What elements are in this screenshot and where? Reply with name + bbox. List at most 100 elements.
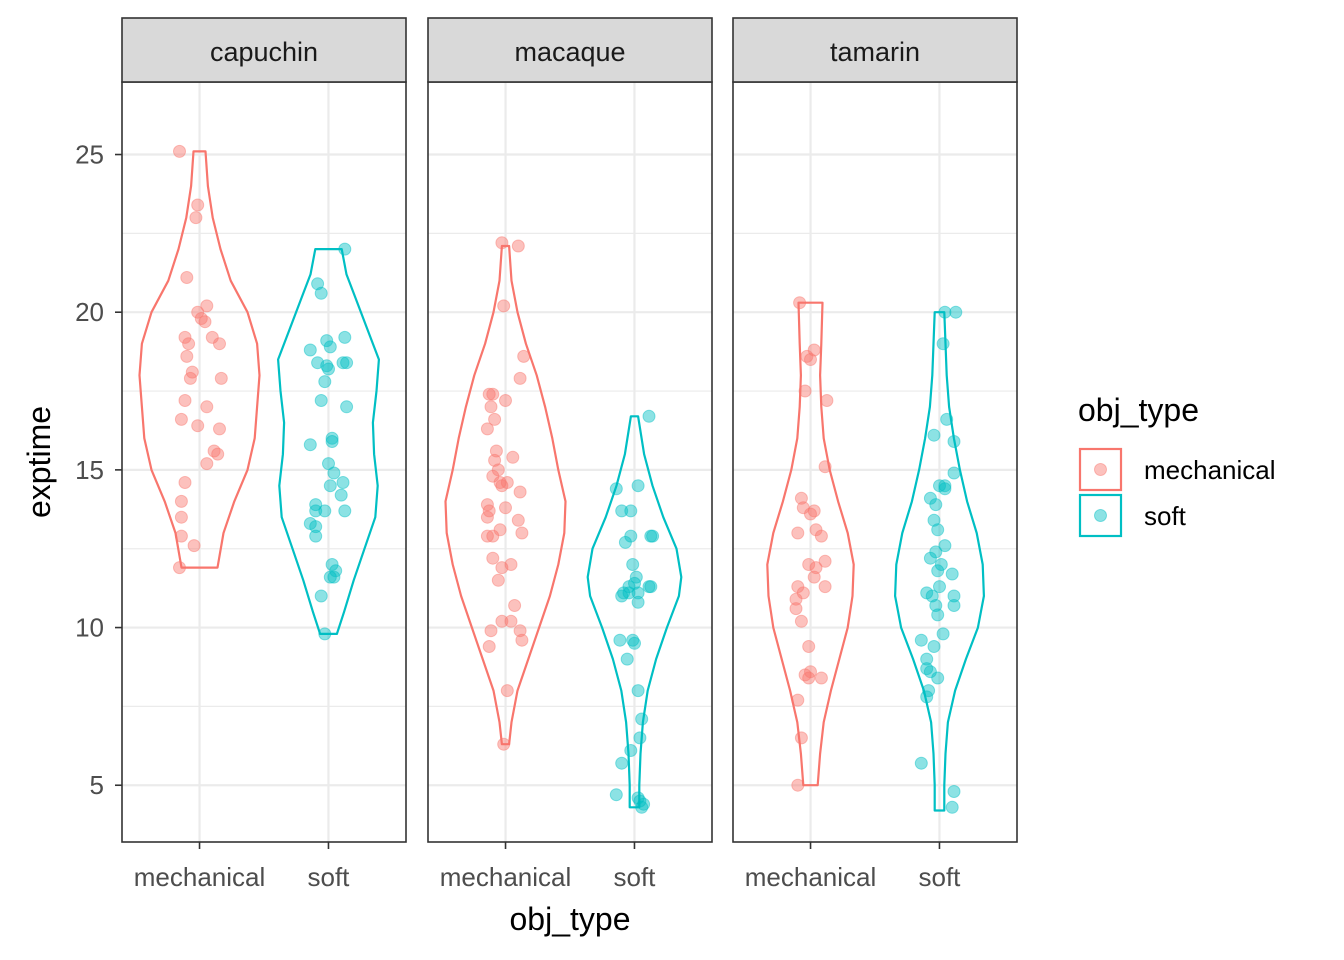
data-point [929, 599, 943, 612]
data-point [323, 479, 337, 493]
facet-strip [427, 17, 713, 83]
data-point [796, 501, 810, 515]
data-point [626, 558, 640, 571]
data-point [323, 340, 337, 354]
data-point [482, 387, 496, 401]
data-point [789, 602, 803, 616]
facet-label: macaque [514, 37, 625, 67]
legend-entry-mechanical: mechanical [1078, 447, 1276, 492]
data-point [794, 491, 808, 505]
facet-macaque: macaque mechanical soft [427, 17, 713, 892]
x-tick-label: soft [919, 862, 962, 892]
data-point [927, 640, 941, 653]
data-point [185, 365, 199, 379]
data-point [515, 526, 529, 540]
data-point [318, 627, 332, 641]
data-point [482, 504, 496, 518]
data-point [802, 640, 816, 653]
data-point [931, 564, 945, 578]
data-point [791, 693, 805, 707]
data-point [818, 580, 832, 594]
data-point [309, 529, 323, 543]
data-point [617, 586, 631, 600]
data-point [211, 447, 225, 461]
facet-panels: capuchin mechanical soft macaque mechanical s… [121, 17, 1018, 892]
data-point [646, 529, 660, 543]
data-point [938, 479, 952, 493]
data-point [200, 457, 214, 471]
data-point [809, 523, 823, 537]
data-point [187, 539, 201, 553]
x-tick-label: mechanical [134, 862, 266, 892]
data-point [818, 460, 832, 474]
data-point [322, 362, 335, 376]
data-point [631, 586, 645, 600]
legend-label: soft [1144, 501, 1187, 531]
legend-label: mechanical [1144, 455, 1276, 485]
data-point [933, 580, 946, 594]
data-point [314, 589, 328, 603]
legend-key-point [1094, 509, 1107, 522]
data-point [488, 412, 502, 426]
violin-mechanical [444, 244, 567, 746]
data-point [796, 586, 810, 600]
data-point [500, 476, 514, 489]
data-point [513, 371, 527, 385]
data-point [183, 371, 197, 385]
data-point [609, 482, 623, 496]
data-point [798, 668, 812, 682]
data-point [804, 507, 817, 521]
data-point [504, 558, 518, 571]
data-point [945, 567, 959, 581]
data-point [205, 330, 219, 344]
data-point [629, 570, 643, 584]
y-axis-title: exptime [21, 406, 57, 518]
data-point [920, 586, 934, 600]
data-point [340, 400, 354, 414]
data-point [325, 435, 339, 448]
data-point [500, 684, 514, 698]
data-point [318, 375, 332, 389]
data-point [628, 576, 641, 590]
x-tick-label: mechanical [440, 862, 572, 892]
data-point [493, 523, 507, 537]
data-point [791, 778, 805, 792]
legend: obj_type mechanical soft [1078, 392, 1276, 538]
data-point [931, 608, 945, 622]
data-point [491, 463, 505, 477]
data-point [178, 330, 192, 344]
data-point [325, 431, 339, 445]
facet-label: tamarin [830, 37, 920, 67]
data-point [798, 384, 812, 398]
data-point [484, 400, 498, 414]
data-point [947, 435, 961, 448]
data-point [809, 561, 823, 575]
data-point [327, 570, 341, 584]
data-point [631, 791, 645, 805]
data-point [200, 299, 214, 313]
data-point [613, 633, 627, 647]
panel-background [122, 82, 406, 842]
data-point [182, 337, 196, 351]
data-point [820, 394, 834, 407]
data-point [311, 356, 325, 370]
data-point [511, 513, 525, 527]
data-point [309, 498, 323, 512]
data-point [174, 510, 188, 524]
data-point [807, 504, 821, 518]
data-point [624, 744, 638, 757]
data-point [931, 671, 945, 685]
data-point [814, 671, 828, 685]
data-point [495, 479, 509, 493]
data-point [488, 453, 502, 467]
data-point [497, 737, 511, 751]
facet-tamarin: tamarin mechanical soft [732, 17, 1018, 892]
data-point [923, 665, 937, 679]
data-point [497, 299, 511, 313]
data-point [940, 412, 954, 426]
data-point [631, 595, 645, 609]
facet-strip [732, 17, 1018, 83]
x-tick-label: soft [614, 862, 657, 892]
data-point [491, 573, 505, 587]
